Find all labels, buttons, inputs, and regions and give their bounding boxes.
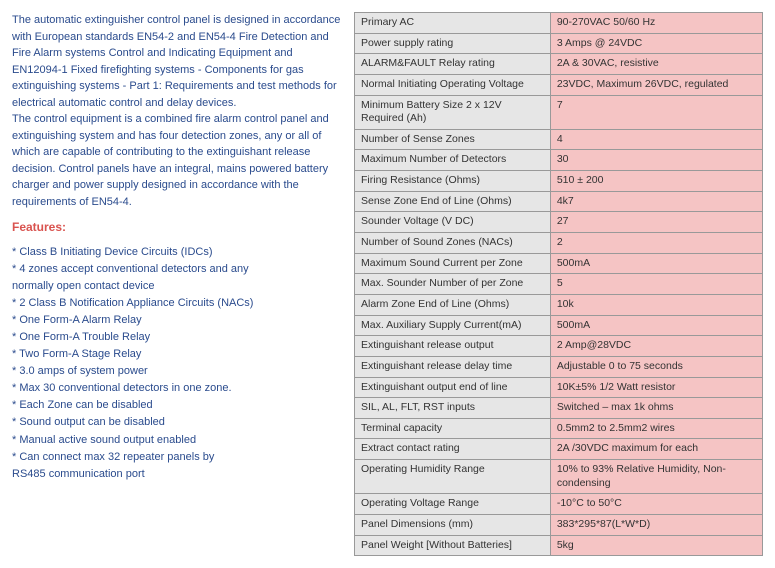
spec-value: 383*295*87(L*W*D) (550, 515, 762, 536)
spec-row: Sounder Voltage (V DC)27 (355, 212, 763, 233)
spec-value: Switched – max 1k ohms (550, 398, 762, 419)
spec-row: Maximum Sound Current per Zone500mA (355, 253, 763, 274)
spec-label: Sense Zone End of Line (Ohms) (355, 191, 551, 212)
spec-label: Extinguishant output end of line (355, 377, 551, 398)
spec-row: Minimum Battery Size 2 x 12V Required (A… (355, 95, 763, 129)
spec-label: Panel Weight [Without Batteries] (355, 535, 551, 556)
spec-value: 7 (550, 95, 762, 129)
spec-value: Adjustable 0 to 75 seconds (550, 356, 762, 377)
spec-label: Minimum Battery Size 2 x 12V Required (A… (355, 95, 551, 129)
spec-row: Operating Voltage Range-10°C to 50°C (355, 494, 763, 515)
spec-label: Extract contact rating (355, 439, 551, 460)
spec-label: Maximum Number of Detectors (355, 150, 551, 171)
feature-item: * Each Zone can be disabled (12, 397, 342, 414)
spec-value: 500mA (550, 253, 762, 274)
spec-row: Maximum Number of Detectors30 (355, 150, 763, 171)
spec-label: Extinguishant release delay time (355, 356, 551, 377)
spec-value: 90-270VAC 50/60 Hz (550, 13, 762, 34)
spec-label: Extinguishant release output (355, 336, 551, 357)
spec-row: Max. Sounder Number of per Zone5 (355, 274, 763, 295)
spec-row: Panel Weight [Without Batteries]5kg (355, 535, 763, 556)
spec-row: SIL, AL, FLT, RST inputsSwitched – max 1… (355, 398, 763, 419)
spec-row: Max. Auxiliary Supply Current(mA)500mA (355, 315, 763, 336)
feature-item: normally open contact device (12, 278, 342, 295)
spec-row: Primary AC90-270VAC 50/60 Hz (355, 13, 763, 34)
spec-table-body: Primary AC90-270VAC 50/60 HzPower supply… (355, 13, 763, 556)
spec-label: ALARM&FAULT Relay rating (355, 54, 551, 75)
left-column: The automatic extinguisher control panel… (12, 12, 342, 556)
spec-row: Alarm Zone End of Line (Ohms)10k (355, 294, 763, 315)
description-p2: The control equipment is a combined fire… (12, 113, 329, 208)
spec-row: Normal Initiating Operating Voltage23VDC… (355, 74, 763, 95)
spec-row: Extinguishant release output2 Amp@28VDC (355, 336, 763, 357)
spec-value: -10°C to 50°C (550, 494, 762, 515)
spec-label: Operating Voltage Range (355, 494, 551, 515)
spec-table: Primary AC90-270VAC 50/60 HzPower supply… (354, 12, 763, 556)
spec-value: 3 Amps @ 24VDC (550, 33, 762, 54)
spec-label: Alarm Zone End of Line (Ohms) (355, 294, 551, 315)
feature-item: * Two Form-A Stage Relay (12, 346, 342, 363)
spec-value: 27 (550, 212, 762, 233)
description-p1: The automatic extinguisher control panel… (12, 14, 340, 109)
spec-label: SIL, AL, FLT, RST inputs (355, 398, 551, 419)
spec-row: ALARM&FAULT Relay rating2A & 30VAC, resi… (355, 54, 763, 75)
spec-row: Extinguishant release delay timeAdjustab… (355, 356, 763, 377)
spec-row: Extract contact rating2A /30VDC maximum … (355, 439, 763, 460)
spec-row: Operating Humidity Range10% to 93% Relat… (355, 460, 763, 494)
feature-item: * 3.0 amps of system power (12, 363, 342, 380)
spec-label: Sounder Voltage (V DC) (355, 212, 551, 233)
spec-label: Primary AC (355, 13, 551, 34)
page-container: The automatic extinguisher control panel… (12, 12, 763, 556)
spec-value: 23VDC, Maximum 26VDC, regulated (550, 74, 762, 95)
spec-value: 4 (550, 129, 762, 150)
spec-value: 2 (550, 233, 762, 254)
features-list: * Class B Initiating Device Circuits (ID… (12, 244, 342, 483)
spec-label: Max. Auxiliary Supply Current(mA) (355, 315, 551, 336)
feature-item: * 4 zones accept conventional detectors … (12, 261, 342, 278)
feature-item: * One Form-A Trouble Relay (12, 329, 342, 346)
feature-item: * Manual active sound output enabled (12, 432, 342, 449)
spec-value: 500mA (550, 315, 762, 336)
spec-value: 0.5mm2 to 2.5mm2 wires (550, 418, 762, 439)
feature-item: * 2 Class B Notification Appliance Circu… (12, 295, 342, 312)
feature-item: * Can connect max 32 repeater panels by (12, 449, 342, 466)
feature-item: RS485 communication port (12, 466, 342, 483)
spec-row: Sense Zone End of Line (Ohms)4k7 (355, 191, 763, 212)
spec-label: Max. Sounder Number of per Zone (355, 274, 551, 295)
spec-row: Terminal capacity0.5mm2 to 2.5mm2 wires (355, 418, 763, 439)
feature-item: * One Form-A Alarm Relay (12, 312, 342, 329)
spec-value: 10% to 93% Relative Humidity, Non-conden… (550, 460, 762, 494)
spec-label: Panel Dimensions (mm) (355, 515, 551, 536)
spec-value: 2A /30VDC maximum for each (550, 439, 762, 460)
spec-value: 2A & 30VAC, resistive (550, 54, 762, 75)
spec-value: 30 (550, 150, 762, 171)
spec-value: 510 ± 200 (550, 171, 762, 192)
spec-row: Extinguishant output end of line10K±5% 1… (355, 377, 763, 398)
spec-label: Terminal capacity (355, 418, 551, 439)
spec-label: Operating Humidity Range (355, 460, 551, 494)
spec-label: Normal Initiating Operating Voltage (355, 74, 551, 95)
spec-value: 2 Amp@28VDC (550, 336, 762, 357)
spec-label: Firing Resistance (Ohms) (355, 171, 551, 192)
description-block: The automatic extinguisher control panel… (12, 12, 342, 210)
spec-value: 5kg (550, 535, 762, 556)
spec-row: Number of Sense Zones4 (355, 129, 763, 150)
right-column: Primary AC90-270VAC 50/60 HzPower supply… (354, 12, 763, 556)
spec-value: 10k (550, 294, 762, 315)
feature-item: * Max 30 conventional detectors in one z… (12, 380, 342, 397)
spec-value: 10K±5% 1/2 Watt resistor (550, 377, 762, 398)
features-heading: Features: (12, 220, 342, 234)
spec-label: Power supply rating (355, 33, 551, 54)
spec-label: Number of Sense Zones (355, 129, 551, 150)
feature-item: * Sound output can be disabled (12, 414, 342, 431)
spec-row: Panel Dimensions (mm)383*295*87(L*W*D) (355, 515, 763, 536)
spec-row: Firing Resistance (Ohms)510 ± 200 (355, 171, 763, 192)
feature-item: * Class B Initiating Device Circuits (ID… (12, 244, 342, 261)
spec-row: Number of Sound Zones (NACs)2 (355, 233, 763, 254)
spec-label: Maximum Sound Current per Zone (355, 253, 551, 274)
spec-value: 5 (550, 274, 762, 295)
spec-row: Power supply rating3 Amps @ 24VDC (355, 33, 763, 54)
spec-label: Number of Sound Zones (NACs) (355, 233, 551, 254)
spec-value: 4k7 (550, 191, 762, 212)
